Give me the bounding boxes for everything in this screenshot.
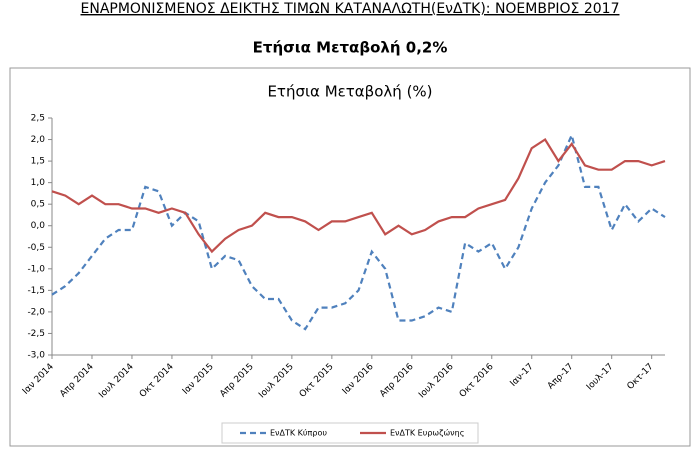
x-tick-label: Οκτ 2015 [298, 362, 336, 400]
y-tick-label: -2,5 [27, 329, 45, 339]
y-tick-label: 2,0 [31, 135, 46, 145]
x-tick-label: Απρ-17 [546, 362, 576, 392]
legend-label: ΕνΔΤΚ Κύπρου [270, 428, 327, 438]
x-tick-label: Ιαν-17 [509, 362, 536, 389]
y-tick-label: -0,5 [27, 243, 45, 253]
x-tick-label: Ιουλ 2016 [417, 362, 456, 401]
y-tick-label: -3,0 [27, 351, 45, 361]
x-tick-label: Ιουλ-17 [585, 362, 616, 393]
x-tick-label: Ιουλ 2014 [97, 362, 136, 401]
x-tick-label: Απρ 2016 [378, 362, 416, 400]
x-tick-label: Οκτ 2016 [458, 362, 496, 400]
y-tick-label: 2,5 [31, 114, 45, 124]
x-tick-label: Οκτ 2014 [138, 362, 176, 400]
subtitle: Ετήσια Μεταβολή 0,2% [253, 39, 448, 57]
x-tick-label: Απρ 2014 [58, 362, 96, 400]
page-header: ΕΝΑΡΜΟΝΙΣΜΕΝΟΣ ΔΕΙΚΤΗΣ ΤΙΜΩΝ ΚΑΤΑΝΑΛΩΤΗ(… [81, 1, 620, 17]
y-tick-label: 1,5 [31, 157, 45, 167]
x-tick-label: Ιαν 2014 [21, 362, 56, 397]
legend-label: ΕνΔΤΚ Ευρωζώνης [390, 428, 464, 438]
x-tick-label: Ιαν 2016 [341, 362, 376, 397]
legend-box [221, 422, 479, 444]
x-tick-label: Ιουλ 2015 [257, 362, 296, 401]
x-tick-label: Ιαν 2015 [181, 362, 216, 397]
y-tick-label: -1,0 [27, 264, 45, 274]
series-line [51, 137, 666, 254]
chart-title: Ετήσια Μεταβολή (%) [267, 83, 432, 101]
series-line [51, 131, 666, 331]
x-tick-label: Απρ 2015 [218, 362, 256, 400]
y-tick-label: -1,5 [27, 286, 45, 296]
y-tick-label: 1,0 [31, 178, 46, 188]
y-tick-label: 0,5 [31, 200, 45, 210]
y-tick-label: -2,0 [27, 307, 45, 317]
chart-frame [9, 67, 691, 447]
y-tick-label: 0,0 [31, 221, 46, 231]
x-tick-label: Οκτ-17 [625, 362, 655, 392]
